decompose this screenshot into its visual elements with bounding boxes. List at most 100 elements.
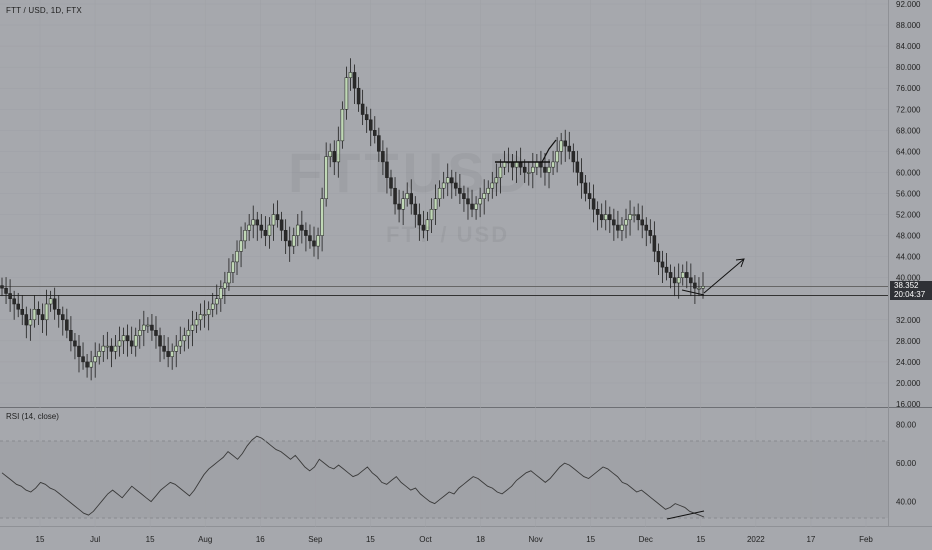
- price-tick: 56.000: [896, 189, 921, 198]
- candle-down: [616, 224, 620, 231]
- rsi-tick: 40.00: [896, 498, 917, 507]
- candle-up: [482, 193, 486, 199]
- rsi-band: [0, 441, 888, 518]
- candle-down: [672, 277, 677, 284]
- price-pane[interactable]: [0, 0, 888, 407]
- candle-up: [401, 198, 405, 210]
- candle-up: [190, 324, 195, 331]
- candle-up: [555, 151, 559, 163]
- candlestick-series: [0, 58, 705, 381]
- symbol-title[interactable]: FTT / USD, 1D, FTX: [6, 6, 82, 15]
- candle-down: [154, 330, 158, 336]
- candle-down: [417, 214, 422, 226]
- candle-up: [227, 272, 231, 284]
- rsi-line: [1, 435, 705, 518]
- candle-down: [393, 187, 397, 205]
- candle-up: [247, 224, 251, 231]
- candle-down: [129, 340, 134, 347]
- candle-down: [4, 287, 8, 294]
- candle-up: [219, 287, 223, 299]
- price-tick: 44.000: [896, 253, 921, 262]
- candle-down: [421, 224, 426, 231]
- candle-down: [450, 177, 454, 184]
- candle-up: [138, 330, 142, 336]
- time-tick: 15: [146, 535, 155, 544]
- candle-down: [656, 251, 661, 263]
- price-tick: 84.000: [896, 42, 921, 51]
- candle-up: [676, 277, 681, 284]
- countdown-timer: 20:04:37: [894, 290, 926, 299]
- candle-down: [8, 293, 12, 299]
- candle-down: [69, 330, 73, 342]
- candle-up: [223, 282, 227, 289]
- candle-down: [563, 140, 567, 147]
- price-tick: 52.000: [896, 211, 921, 220]
- time-tick: 17: [806, 535, 815, 544]
- candle-up: [324, 156, 328, 199]
- candle-down: [166, 351, 170, 357]
- candle-down: [300, 224, 304, 231]
- time-tick: 15: [696, 535, 705, 544]
- candle-down: [644, 224, 649, 231]
- candle-up: [89, 361, 93, 368]
- candle-down: [81, 356, 85, 363]
- rsi-indicator-title[interactable]: RSI (14, close): [6, 412, 59, 421]
- candle-up: [97, 351, 101, 357]
- time-tick: 18: [476, 535, 485, 544]
- candle-up: [620, 224, 624, 231]
- divergence-line-rsi: [666, 510, 705, 520]
- candle-down: [599, 214, 604, 221]
- time-tick: 15: [586, 535, 595, 544]
- candle-up: [93, 356, 97, 363]
- candle-up: [433, 198, 438, 210]
- candle-up: [48, 298, 53, 305]
- candle-up: [239, 240, 243, 252]
- candle-up: [336, 140, 341, 163]
- candle-down: [385, 161, 389, 178]
- price-tick: 48.000: [896, 232, 921, 241]
- candle-down: [162, 345, 166, 352]
- candle-down: [648, 230, 653, 236]
- candle-up: [425, 219, 430, 231]
- candle-down: [660, 261, 665, 268]
- candle-up: [527, 172, 531, 174]
- time-axis[interactable]: [0, 527, 932, 550]
- candle-up: [441, 182, 446, 189]
- candle-down: [85, 361, 89, 368]
- candle-up: [231, 261, 235, 273]
- candle-down: [364, 114, 369, 121]
- candle-up: [271, 214, 276, 226]
- candle-up: [243, 230, 247, 242]
- price-tick: 76.000: [896, 84, 921, 93]
- time-tick: Dec: [639, 535, 653, 544]
- candle-down: [579, 172, 584, 184]
- price-tick: 40.000: [896, 274, 921, 283]
- candle-up: [348, 72, 353, 78]
- candle-down: [591, 198, 596, 210]
- candle-down: [522, 166, 527, 173]
- candle-up: [105, 345, 110, 348]
- divergence-line-price: [681, 289, 705, 296]
- time-tick: Jul: [90, 535, 100, 544]
- candle-up: [186, 330, 191, 336]
- price-tick: 64.000: [896, 147, 921, 156]
- candle-up: [624, 219, 628, 226]
- price-tick: 88.000: [896, 21, 921, 30]
- candle-down: [12, 298, 16, 305]
- candle-down: [668, 272, 673, 278]
- candle-up: [490, 182, 495, 189]
- time-tick: Nov: [528, 535, 542, 544]
- candle-down: [608, 214, 612, 221]
- candle-down: [61, 314, 65, 321]
- candle-up: [291, 235, 296, 247]
- candle-up: [328, 151, 332, 157]
- price-axis[interactable]: [888, 0, 932, 527]
- candle-up: [44, 303, 49, 321]
- candle-up: [170, 351, 174, 357]
- price-tick: 24.000: [896, 358, 921, 367]
- candle-down: [466, 198, 470, 205]
- candle-down: [389, 177, 393, 189]
- candle-up: [296, 224, 300, 236]
- time-tick: Oct: [419, 535, 432, 544]
